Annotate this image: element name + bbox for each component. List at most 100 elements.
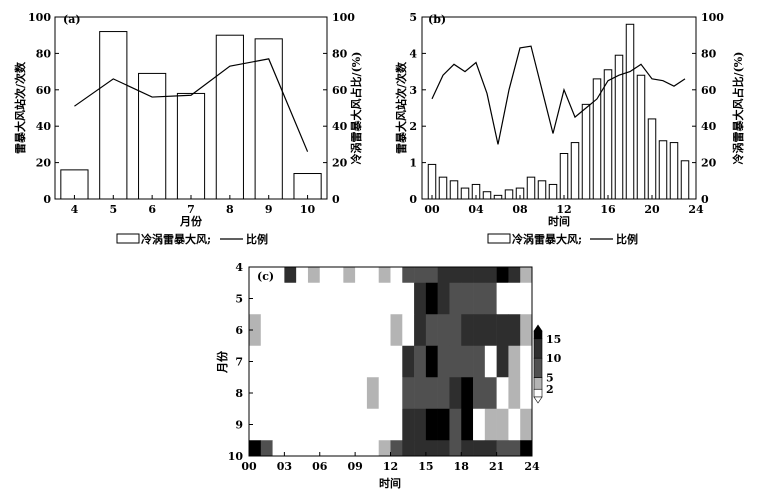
panel-b-xlabel: 时间 bbox=[548, 214, 570, 228]
colorbar-tick-label: 10 bbox=[546, 352, 562, 365]
panel-b-bar bbox=[614, 54, 624, 200]
heatmap-cell-m5-h21 bbox=[496, 282, 509, 315]
panel-c-y-tick-label: 6 bbox=[235, 324, 243, 337]
heatmap-cell-m7-h19 bbox=[473, 345, 486, 378]
panel-a-right-tick-label: 20 bbox=[332, 157, 348, 170]
heatmap-cell-m8-h5 bbox=[307, 377, 321, 410]
panel-b-right-axis-ticks: 0 20 40 60 80 100 bbox=[692, 11, 724, 206]
panel-a-left-tick-label: 100 bbox=[28, 11, 51, 24]
heatmap-cell-m4-h22 bbox=[508, 267, 521, 284]
panel-b-bar bbox=[548, 183, 558, 200]
panel-b-legend-bar-label: 冷涡雷暴大风; bbox=[512, 232, 582, 246]
heatmap-cell-m10-h3 bbox=[284, 440, 297, 457]
panel-c-x-tick-label: 03 bbox=[277, 460, 292, 473]
heatmap-cell-m4-h13 bbox=[402, 267, 415, 284]
heatmap-cell-m4-h21 bbox=[496, 267, 509, 284]
heatmap-cell-m4-h10 bbox=[366, 267, 380, 284]
heatmap-cell-m8-h8 bbox=[343, 377, 356, 410]
colorbar-tick-label: 5 bbox=[546, 372, 554, 385]
panel-c-y-tick-label: 10 bbox=[228, 450, 244, 463]
panel-a-legend-line-label: 比例 bbox=[246, 232, 268, 246]
panel-b-right-tick-label: 20 bbox=[701, 157, 717, 170]
heatmap-cell-m4-h19 bbox=[473, 267, 486, 284]
heatmap-cell-m5-h4 bbox=[296, 282, 309, 315]
panel-b-left-tick-label: 2 bbox=[409, 120, 417, 133]
heatmap-cell-m10-h11 bbox=[378, 440, 391, 457]
heatmap-cell-m6-h6 bbox=[319, 314, 332, 347]
heatmap-cell-m6-h3 bbox=[284, 314, 297, 347]
heatmap-cell-m6-h22 bbox=[508, 314, 521, 347]
heatmap-cell-m6-h19 bbox=[473, 314, 486, 347]
heatmap-cell-m9-h6 bbox=[319, 408, 332, 441]
heatmap-cell-m5-h11 bbox=[378, 282, 391, 315]
heatmap-cell-m7-h20 bbox=[484, 345, 497, 378]
heatmap-cell-m9-h1 bbox=[260, 408, 273, 441]
panel-b-bar bbox=[559, 153, 569, 200]
heatmap-cell-m10-h23 bbox=[520, 440, 533, 457]
heatmap-cell-m7-h11 bbox=[378, 345, 391, 378]
heatmap-cell-m9-h23 bbox=[520, 408, 533, 441]
heatmap-cell-m5-h7 bbox=[331, 282, 344, 315]
panel-c-y-tick-label: 5 bbox=[235, 293, 243, 306]
panel-b-bar bbox=[482, 191, 492, 200]
panel-c-x-tick-label: 18 bbox=[454, 460, 470, 473]
panel-b-x-tick-label: 16 bbox=[600, 203, 616, 216]
heatmap-cell-m7-h4 bbox=[296, 345, 309, 378]
heatmap-cell-m10-h7 bbox=[331, 440, 344, 457]
panel-b-bar bbox=[581, 103, 591, 200]
panel-c-x-tick-label: 00 bbox=[241, 460, 257, 473]
heatmap-cell-m4-h16 bbox=[437, 267, 450, 284]
panel-a-xlabel: 月份 bbox=[179, 214, 203, 228]
panel-b-ratio-line bbox=[431, 45, 686, 145]
heatmap-cell-m6-h0 bbox=[249, 314, 262, 347]
panel-b-right-tick-label: 80 bbox=[701, 47, 717, 60]
heatmap-cell-m9-h18 bbox=[461, 408, 474, 441]
heatmap-cell-m5-h19 bbox=[473, 282, 486, 315]
heatmap-cell-m4-h3 bbox=[284, 267, 297, 284]
panel-c-y-tick-label: 4 bbox=[235, 261, 243, 274]
heatmap-cell-m9-h16 bbox=[437, 408, 450, 441]
panel-a-x-axis-ticks: 4 5 6 7 8 9 10 bbox=[71, 195, 316, 216]
panel-b-label: (b) bbox=[428, 13, 446, 26]
panel-c-x-tick-label: 15 bbox=[418, 460, 433, 473]
heatmap-cell-m10-h2 bbox=[272, 440, 285, 457]
heatmap-cell-m6-h8 bbox=[343, 314, 356, 347]
heatmap-cell-m4-h1 bbox=[260, 267, 273, 284]
heatmap-cell-m6-h1 bbox=[260, 314, 273, 347]
heatmap-cell-m10-h17 bbox=[449, 440, 462, 457]
panel-a-right-tick-label: 100 bbox=[332, 11, 355, 24]
panel-b-bar bbox=[625, 23, 635, 200]
heatmap-cell-m6-h14 bbox=[414, 314, 427, 347]
heatmap-cell-m5-h2 bbox=[272, 282, 285, 315]
heatmap-cell-m4-h8 bbox=[343, 267, 356, 284]
heatmap-cell-m4-h23 bbox=[520, 267, 533, 284]
panel-b-bar bbox=[658, 140, 668, 200]
heatmap-cell-m8-h17 bbox=[449, 377, 462, 410]
heatmap-cell-m10-h14 bbox=[414, 440, 427, 457]
heatmap-cell-m10-h20 bbox=[484, 440, 497, 457]
heatmap-cell-m7-h14 bbox=[414, 345, 427, 378]
colorbar-tick-label: 15 bbox=[546, 333, 561, 346]
heatmap-cell-m9-h13 bbox=[402, 408, 415, 441]
heatmap-cell-m9-h4 bbox=[296, 408, 309, 441]
heatmap-cell-m8-h11 bbox=[378, 377, 391, 410]
heatmap-cell-m4-h4 bbox=[296, 267, 309, 284]
panel-a-left-tick-label: 0 bbox=[43, 193, 51, 206]
colorbar-bottom-arrow bbox=[533, 396, 543, 404]
panel-a-left-tick-label: 40 bbox=[36, 120, 52, 133]
heatmap-cell-m10-h18 bbox=[461, 440, 474, 457]
heatmap-cell-m9-h15 bbox=[425, 408, 438, 441]
heatmap-cell-m9-h11 bbox=[378, 408, 391, 441]
heatmap-cell-m5-h9 bbox=[355, 282, 368, 315]
heatmap-cell-m6-h23 bbox=[520, 314, 533, 347]
panel-b-bar bbox=[438, 176, 448, 200]
heatmap-cell-m10-h16 bbox=[437, 440, 450, 457]
panel-b-x-tick-label: 12 bbox=[556, 203, 571, 216]
heatmap-cell-m10-h12 bbox=[390, 440, 403, 457]
heatmap-cell-m8-h22 bbox=[508, 377, 521, 410]
panel-b-x-tick-label: 00 bbox=[424, 203, 440, 216]
panel-b-bar bbox=[647, 118, 657, 200]
heatmap-cell-m9-h10 bbox=[366, 408, 380, 441]
panel-b-x-axis-ticks: 00 04 08 12 16 20 24 bbox=[424, 195, 704, 216]
